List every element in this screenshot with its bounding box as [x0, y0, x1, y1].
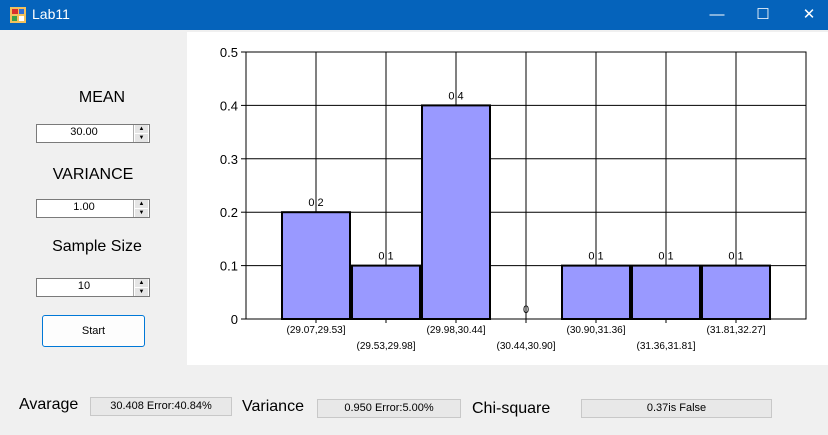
variance-label: VARIANCE	[52, 166, 134, 183]
bar-value-label: 0.1	[588, 251, 603, 263]
y-tick-label: 0.2	[220, 205, 238, 220]
y-tick-label: 0.5	[220, 45, 238, 60]
sample-size-value[interactable]: 10	[77, 280, 91, 292]
increment-icon[interactable]: ▲	[135, 279, 148, 287]
bar	[351, 264, 421, 321]
variance-result-value: 0.950 Error:5.00%	[317, 399, 461, 418]
mean-label: MEAN	[78, 89, 126, 106]
close-button[interactable]: ✕	[802, 6, 816, 23]
decrement-icon[interactable]: ▼	[135, 134, 148, 142]
window-title: Lab11	[32, 6, 70, 22]
bar	[281, 211, 351, 320]
average-value: 30.408 Error:40.84%	[90, 397, 232, 416]
y-tick-label: 0.4	[220, 98, 238, 113]
sample-size-stepper[interactable]: 10 ▲ ▼	[36, 278, 150, 297]
bar-value-label: 0.1	[728, 251, 743, 263]
chi-square-value: 0.37is False	[581, 399, 772, 418]
variance-value[interactable]: 1.00	[73, 201, 95, 213]
sample-size-stepper-arrows[interactable]: ▲ ▼	[133, 279, 149, 296]
bar-value-label: 0.1	[658, 251, 673, 263]
y-tick-label: 0.1	[220, 259, 238, 274]
x-tick-label: (31.36,31.81]	[637, 341, 696, 352]
variance-stepper[interactable]: 1.00 ▲ ▼	[36, 199, 150, 218]
mean-stepper-arrows[interactable]: ▲ ▼	[133, 125, 149, 142]
mean-stepper[interactable]: 30.00 ▲ ▼	[36, 124, 150, 143]
bar-value-label: 0.4	[448, 90, 463, 102]
increment-icon[interactable]: ▲	[135, 200, 148, 208]
bar-value-label: 0	[523, 304, 529, 316]
minimize-button[interactable]: —	[709, 6, 725, 23]
average-label: Avarage	[19, 396, 79, 413]
bar-value-label: 0.2	[308, 197, 323, 209]
y-tick-label: 0.3	[220, 152, 238, 167]
bar	[561, 264, 631, 321]
bar	[631, 264, 701, 321]
chart-panel: 0 0.1 0.2 0.3 0.4 0.5 0.2 (29.07,29.53] 0.1 (29.5…	[187, 32, 828, 365]
variance-stepper-arrows[interactable]: ▲ ▼	[133, 200, 149, 217]
mean-value[interactable]: 30.00	[70, 126, 98, 138]
x-tick-label: (29.07,29.53]	[287, 325, 346, 336]
y-tick-label: 0	[231, 312, 238, 327]
histogram-chart: 0 0.1 0.2 0.3 0.4 0.5 0.2 (29.07,29.53] 0.1 (29.5…	[220, 45, 807, 352]
bar	[701, 264, 771, 321]
x-tick-label: (29.53,29.98]	[357, 341, 416, 352]
bar-value-label: 0.1	[378, 251, 393, 263]
increment-icon[interactable]: ▲	[135, 125, 148, 133]
x-tick-label: (30.44,30.90]	[497, 341, 556, 352]
variance-result-label: Variance	[242, 398, 304, 415]
x-tick-label: (30.90,31.36]	[567, 325, 626, 336]
sample-size-label: Sample Size	[52, 238, 142, 255]
chi-square-label: Chi-square	[472, 400, 551, 417]
decrement-icon[interactable]: ▼	[135, 288, 148, 296]
title-bar[interactable]: Lab11 — ☐ ✕	[0, 0, 828, 30]
x-tick-label: (31.81,32.27]	[707, 325, 766, 336]
start-button[interactable]: Start	[42, 315, 145, 347]
bar	[421, 104, 491, 321]
x-tick-label: (29.98,30.44]	[427, 325, 486, 336]
decrement-icon[interactable]: ▼	[135, 209, 148, 217]
maximize-button[interactable]: ☐	[756, 6, 770, 23]
app-icon	[10, 7, 26, 23]
